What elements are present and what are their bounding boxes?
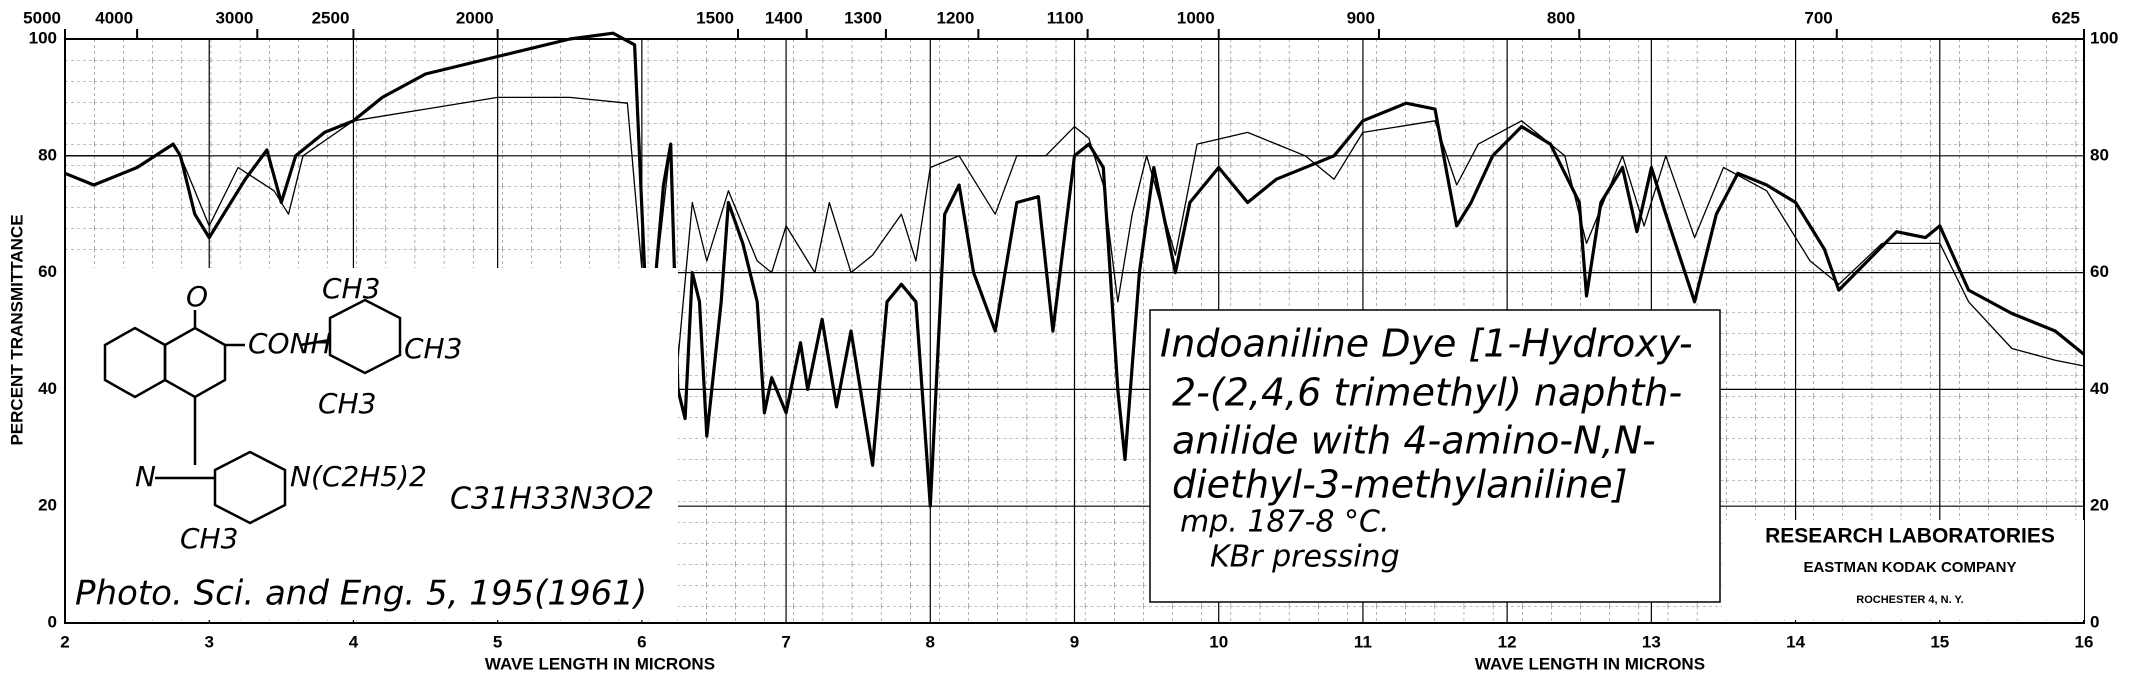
y-axis-title: PERCENT TRANSMITTANCE	[7, 214, 26, 445]
y-tick-label: 0	[48, 612, 57, 631]
structure-label: CH3	[404, 332, 462, 365]
x2-tick-label: 3000	[215, 8, 253, 27]
x-axis-title: WAVE LENGTH IN MICRONS	[485, 654, 715, 673]
structure-panel	[66, 268, 678, 620]
x-tick-label: 8	[926, 632, 935, 651]
x2-tick-label: 625	[2052, 8, 2080, 27]
x2-tick-label: 800	[1547, 8, 1575, 27]
x2-tick-label: 900	[1347, 8, 1375, 27]
x-tick-label: 13	[1642, 632, 1661, 651]
x2-tick-label: 1300	[844, 8, 882, 27]
y2-tick-label: 20	[2090, 496, 2109, 515]
y-tick-label: 80	[38, 145, 57, 164]
x-tick-label: 3	[204, 632, 213, 651]
x-tick-label: 14	[1786, 632, 1805, 651]
structure-label: N(C2H5)2	[290, 460, 427, 493]
x-tick-label: 15	[1930, 632, 1949, 651]
x2-tick-label: 4000	[95, 8, 133, 27]
x2-tick-label: 1500	[696, 8, 734, 27]
y2-tick-label: 40	[2090, 379, 2109, 398]
x2-tick-label: 1000	[1177, 8, 1215, 27]
spectrum-line	[65, 96, 2085, 367]
x-tick-label: 4	[349, 632, 359, 651]
note-box	[1149, 309, 1721, 603]
x-tick-label: 10	[1209, 632, 1228, 651]
x-tick-label: 11	[1354, 632, 1372, 651]
note-line: mp. 187-8 °C.	[1180, 505, 1390, 540]
x2-tick-label: 700	[1804, 8, 1832, 27]
lab-line: ROCHESTER 4, N. Y.	[1856, 594, 1963, 606]
x2-tick-label: 1100	[1047, 8, 1084, 27]
note-line: Indoaniline Dye [1-Hydroxy-	[1160, 322, 1693, 366]
structure-label: O	[186, 280, 208, 313]
x-tick-label: 5	[493, 632, 502, 651]
structure-label: CONH	[248, 327, 332, 360]
x2-tick-label: 2500	[312, 8, 350, 27]
note-line: anilide with 4-amino-N,N-	[1172, 419, 1656, 463]
structure-label: CH3	[322, 272, 380, 305]
y-tick-label: 60	[38, 262, 57, 281]
y2-tick-label: 100	[2090, 28, 2118, 47]
note-line: KBr pressing	[1210, 540, 1400, 575]
lab-line: RESEARCH LABORATORIES	[1765, 525, 2055, 548]
ring	[213, 450, 287, 525]
x2-tick-label: 1400	[765, 8, 803, 27]
x-tick-label: 12	[1498, 632, 1517, 651]
structure-label: N	[135, 460, 156, 493]
x2-tick-label: 1200	[937, 8, 975, 27]
y2-tick-label: 0	[2090, 612, 2099, 631]
lab-line: EASTMAN KODAK COMPANY	[1803, 559, 2016, 576]
lab-box	[1722, 520, 2084, 620]
structure-label: CH3	[318, 387, 376, 420]
x-tick-label: 6	[637, 632, 646, 651]
annotations: Indoaniline Dye [1-Hydroxy- 2-(2,4,6 trim…	[75, 272, 2055, 614]
structure-label: CH3	[180, 522, 238, 555]
x-tick-label: 9	[1070, 632, 1079, 651]
bond	[299, 338, 331, 347]
reference: Photo. Sci. and Eng. 5, 195(1961)	[75, 574, 647, 614]
y-tick-label: 100	[29, 28, 57, 47]
x-tick-label: 16	[2075, 632, 2094, 651]
x2-tick-label: 5000	[23, 8, 61, 27]
y2-tick-label: 60	[2090, 262, 2109, 281]
y-tick-label: 40	[38, 379, 57, 398]
note-line: 2-(2,4,6 trimethyl) naphth-	[1172, 371, 1682, 415]
spectrum	[64, 31, 2086, 508]
y2-tick-label: 80	[2090, 145, 2109, 164]
x2-tick-label: 2000	[456, 8, 494, 27]
structure	[103, 298, 402, 525]
note-line: diethyl-3-methylaniline]	[1172, 463, 1627, 507]
x-tick-label: 7	[781, 632, 790, 651]
formula: C31H33N3O2	[450, 482, 654, 517]
x-axis-title: WAVE LENGTH IN MICRONS	[1475, 654, 1705, 673]
ring	[328, 298, 402, 375]
x-tick-label: 2	[60, 632, 69, 651]
y-tick-label: 20	[38, 496, 57, 515]
spectrum-line	[64, 31, 2086, 508]
